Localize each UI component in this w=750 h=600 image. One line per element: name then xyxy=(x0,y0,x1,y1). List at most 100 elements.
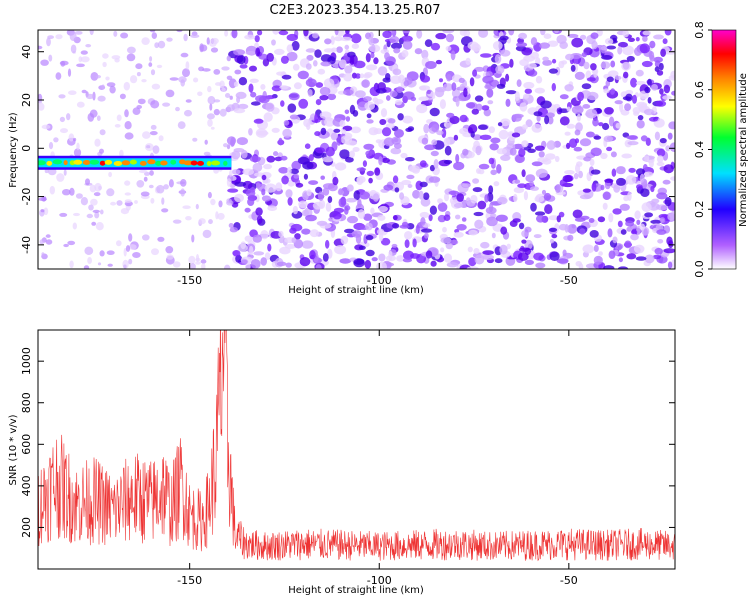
heatmap-cell xyxy=(365,150,373,157)
heatmap-cell xyxy=(453,203,464,208)
heatmap-cell xyxy=(306,54,314,61)
heatmap-cell xyxy=(606,45,617,50)
heatmap-cell xyxy=(543,192,552,201)
heatmap-cell xyxy=(237,103,249,110)
heatmap-cell xyxy=(499,244,508,255)
heatmap-cell xyxy=(625,175,637,185)
heatmap-cell xyxy=(353,258,365,268)
colorbar-tick-label: 0.8 xyxy=(693,21,706,39)
heatmap-cell xyxy=(622,45,634,56)
heatmap-cell xyxy=(291,40,300,51)
heatmap-cell xyxy=(400,152,408,159)
heatmap-cell xyxy=(233,81,239,87)
heatmap-cell xyxy=(249,78,259,84)
heatmap-cell xyxy=(316,220,328,226)
y-tick-label: -40 xyxy=(20,236,33,254)
heatmap-cell xyxy=(435,59,442,65)
heatmap-cell xyxy=(405,157,415,162)
heatmap-cell xyxy=(641,202,652,213)
heatmap-cell xyxy=(340,235,349,245)
heatmap-cell xyxy=(554,184,561,193)
heatmap-cell xyxy=(99,129,106,136)
heatmap-cell xyxy=(46,37,51,47)
heatmap-cell xyxy=(444,122,452,129)
heatmap-cell xyxy=(124,180,131,186)
heatmap-cell xyxy=(618,257,624,263)
heatmap-cell xyxy=(233,49,246,56)
heatmap-cell xyxy=(482,254,494,260)
heatmap-cell xyxy=(359,73,365,79)
heatmap-cell xyxy=(378,156,383,166)
heatmap-cell xyxy=(625,220,634,227)
heatmap-cell xyxy=(652,254,661,260)
heatmap-cell xyxy=(593,244,599,252)
heatmap-cell xyxy=(346,215,359,224)
heatmap-cell xyxy=(588,218,595,223)
heatmap-cell xyxy=(564,84,574,92)
heatmap-cell xyxy=(416,103,428,114)
heatmap-cell xyxy=(287,197,293,206)
heatmap-cell xyxy=(559,94,569,100)
heatmap-cell xyxy=(397,113,404,121)
heatmap-cell xyxy=(571,105,584,115)
heatmap-cell xyxy=(644,86,651,94)
heatmap-cell xyxy=(306,122,311,130)
heatmap-cell xyxy=(490,137,501,144)
heatmap-cell xyxy=(180,188,185,197)
heatmap-cell xyxy=(379,119,387,125)
heatmap-cell xyxy=(116,114,122,122)
heatmap-cell xyxy=(357,209,366,219)
heatmap-cell xyxy=(600,184,605,191)
heatmap-cell xyxy=(55,72,62,80)
heatmap-cell xyxy=(394,129,404,138)
heatmap-cell xyxy=(421,49,429,60)
heatmap-cell xyxy=(446,112,455,118)
heatmap-cell xyxy=(567,234,574,242)
heatmap-cell xyxy=(339,149,350,160)
heatmap-cell xyxy=(106,188,115,197)
heatmap-cell xyxy=(111,55,121,60)
heatmap-cell xyxy=(630,229,638,235)
heatmap-cell xyxy=(235,254,243,263)
heatmap-cell xyxy=(297,70,309,80)
heatmap-cell xyxy=(485,71,493,78)
heatmap-cell xyxy=(87,257,92,264)
heatmap-cell xyxy=(478,169,485,175)
heatmap-cell xyxy=(231,169,241,175)
heatmap-cell xyxy=(278,230,284,238)
heatmap-cell xyxy=(651,198,660,204)
heatmap-cell xyxy=(606,76,614,83)
heatmap-cell xyxy=(505,73,510,82)
heatmap-cell xyxy=(66,113,71,121)
heatmap-cell xyxy=(39,239,44,245)
heatmap-cell xyxy=(234,181,247,187)
heatmap-cell xyxy=(198,218,206,225)
heatmap-cell xyxy=(529,180,534,187)
heatmap-cell xyxy=(53,137,59,143)
heatmap-cell xyxy=(655,100,667,107)
heatmap-cell xyxy=(215,211,219,220)
heatmap-cell xyxy=(624,103,632,111)
heatmap-cell xyxy=(345,116,351,122)
heatmap-cell xyxy=(252,162,263,172)
heatmap-cell xyxy=(345,156,354,163)
heatmap-cell xyxy=(119,93,126,100)
heatmap-cell xyxy=(512,143,525,150)
heatmap-cell xyxy=(622,30,629,38)
heatmap-cell xyxy=(305,214,317,222)
heatmap-cell xyxy=(386,95,391,101)
heatmap-cell xyxy=(616,177,626,186)
heatmap-cell xyxy=(620,229,627,235)
heatmap-cell xyxy=(500,118,511,127)
heatmap-cell xyxy=(206,37,210,45)
heatmap-cell xyxy=(461,217,467,222)
heatmap-cell xyxy=(525,174,536,183)
heatmap-cell xyxy=(278,137,283,146)
heatmap-cell xyxy=(238,77,248,86)
heatmap-cell xyxy=(229,95,233,100)
heatmap-cell xyxy=(344,44,350,50)
heatmap-cell xyxy=(250,259,261,269)
heatmap-cell xyxy=(38,102,45,111)
heatmap-cell xyxy=(350,126,361,134)
heatmap-cell xyxy=(600,61,611,69)
